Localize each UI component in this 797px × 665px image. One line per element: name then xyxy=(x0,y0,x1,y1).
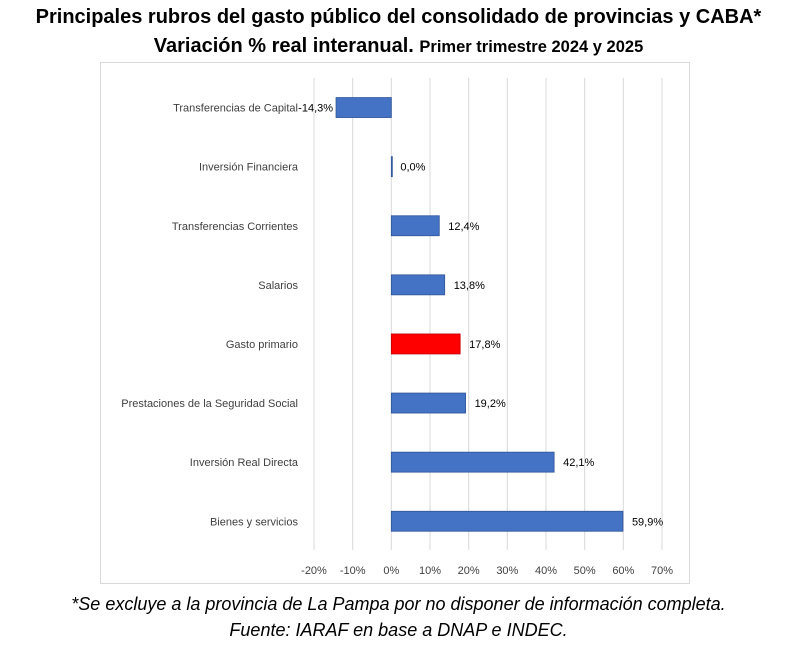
x-tick-label: 50% xyxy=(574,565,596,577)
x-tick-label: -10% xyxy=(340,565,366,577)
category-label: Inversión Financiera xyxy=(199,162,299,174)
category-label: Salarios xyxy=(258,280,298,292)
bar xyxy=(390,333,461,355)
x-tick-label: 0% xyxy=(383,565,399,577)
x-tick-label: 20% xyxy=(458,565,480,577)
chart-title: Principales rubros del gasto público del… xyxy=(35,6,762,28)
category-label: Bienes y servicios xyxy=(210,516,299,528)
x-tick-label: 10% xyxy=(419,565,441,577)
x-tick-label: 70% xyxy=(651,565,673,577)
bar xyxy=(390,274,446,296)
bar xyxy=(335,97,392,118)
category-label: Inversión Real Directa xyxy=(190,457,299,469)
bar xyxy=(390,392,466,414)
bar xyxy=(390,215,440,237)
x-tick-label: 30% xyxy=(496,565,518,577)
data-label: -14,3% xyxy=(298,103,333,115)
category-label: Prestaciones de la Seguridad Social xyxy=(121,398,298,410)
footnote-exclusion: *Se excluye a la provincia de La Pampa p… xyxy=(71,594,726,614)
data-label: 59,9% xyxy=(632,516,663,528)
bar xyxy=(390,510,624,532)
category-label: Gasto primario xyxy=(226,339,298,351)
chart-subtitle: Variación % real interanual. Primer trim… xyxy=(0,35,797,58)
x-tick-label: -20% xyxy=(301,565,327,577)
data-label: 13,8% xyxy=(454,280,485,292)
x-tick-label: 40% xyxy=(535,565,557,577)
data-label: 0,0% xyxy=(400,162,425,174)
data-label: 19,2% xyxy=(475,398,506,410)
x-tick-label: 60% xyxy=(612,565,634,577)
category-label: Transferencias de Capital xyxy=(173,103,298,115)
plot-area-frame xyxy=(100,62,690,584)
bar xyxy=(390,156,393,178)
bar xyxy=(390,451,555,473)
data-label: 42,1% xyxy=(563,457,594,469)
data-label: 12,4% xyxy=(448,221,479,233)
data-label: 17,8% xyxy=(469,339,500,351)
footnote-source: Fuente: IARAF en base a DNAP e INDEC. xyxy=(229,620,568,640)
subtitle-period: Primer trimestre 2024 y 2025 xyxy=(419,38,644,56)
category-label: Transferencias Corrientes xyxy=(172,221,299,233)
subtitle-main: Variación % real interanual. xyxy=(153,35,414,57)
